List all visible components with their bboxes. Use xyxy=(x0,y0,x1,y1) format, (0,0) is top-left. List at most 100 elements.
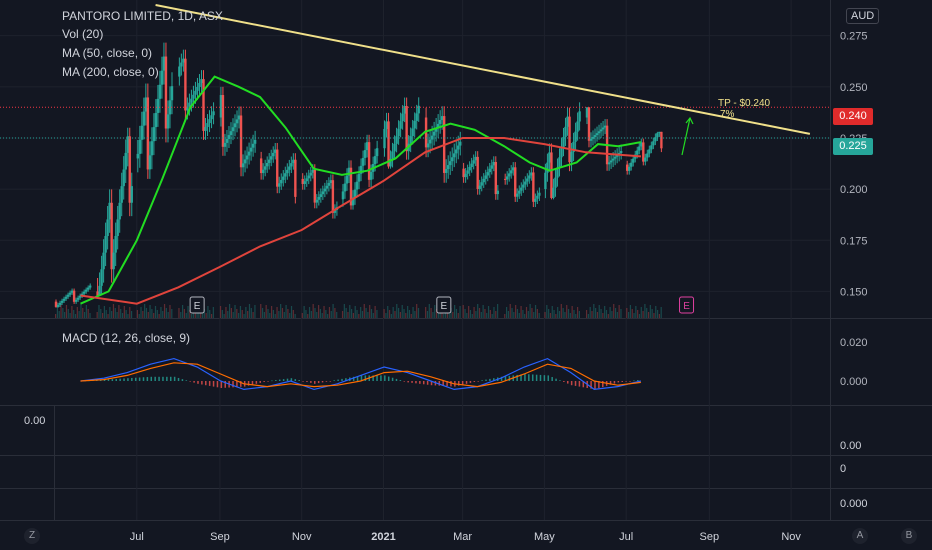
volume-bar xyxy=(562,308,564,318)
candle-body xyxy=(603,125,607,128)
volume-bar xyxy=(647,312,650,318)
volume-bar xyxy=(60,304,62,318)
volume-bar xyxy=(410,314,412,318)
candle-body xyxy=(385,121,388,129)
candle-body xyxy=(574,131,577,142)
volume-bar xyxy=(363,304,365,318)
volume-bar xyxy=(471,314,473,318)
volume-bar xyxy=(618,305,620,318)
macd-histogram-bar xyxy=(341,378,343,381)
auto-scale-button[interactable]: A xyxy=(852,528,868,544)
volume-bar xyxy=(314,308,316,318)
volume-bar xyxy=(620,309,622,318)
macd-histogram-bar xyxy=(356,376,359,381)
candle-body xyxy=(325,185,329,189)
candle-body xyxy=(62,298,66,301)
candle-body xyxy=(660,131,663,149)
candle-body xyxy=(106,219,109,237)
candle-body xyxy=(526,178,529,182)
candle-body xyxy=(457,145,460,150)
volume-bar xyxy=(569,313,571,318)
volume-bar xyxy=(655,306,657,318)
macd-histogram-bar xyxy=(625,381,627,382)
volume-bar xyxy=(524,314,526,318)
macd-histogram-bar xyxy=(314,381,316,384)
candle-body xyxy=(204,126,207,131)
candle-body xyxy=(198,83,201,87)
candle-body xyxy=(219,95,223,118)
macd-histogram-bar xyxy=(212,381,215,387)
candle-body xyxy=(70,290,74,293)
macd-histogram-bar xyxy=(193,381,195,383)
macd-histogram-bar xyxy=(154,376,156,381)
volume-bar xyxy=(82,308,84,318)
volume-bar xyxy=(158,314,160,318)
candle-body xyxy=(453,153,456,158)
candle-body xyxy=(82,291,86,294)
macd-histogram-bar xyxy=(150,376,153,381)
pane1-axis-value: 0.00 xyxy=(840,440,862,452)
candle-body xyxy=(444,169,448,173)
candle-body xyxy=(355,181,359,190)
candle-body xyxy=(572,141,575,152)
volume-bar xyxy=(602,313,604,318)
volume-bar xyxy=(428,304,430,318)
volume-bar xyxy=(123,306,125,318)
volume-bar xyxy=(365,308,367,318)
volume-bar xyxy=(407,306,409,318)
volume-bar xyxy=(376,310,378,318)
candle-body xyxy=(272,152,275,157)
macd-histogram-bar xyxy=(555,378,557,381)
candle-body xyxy=(194,90,197,95)
earnings-marker-label: E xyxy=(441,301,448,312)
volume-bar xyxy=(383,309,385,318)
volume-bar xyxy=(336,312,338,318)
candle-body xyxy=(317,196,321,200)
volume-bar xyxy=(548,309,550,318)
earnings-marker xyxy=(189,296,205,314)
macd-histogram-bar xyxy=(360,375,363,381)
candle-body xyxy=(508,173,511,177)
volume-bar xyxy=(230,308,232,318)
volume-bar xyxy=(267,309,269,318)
volume-bar xyxy=(538,313,540,318)
macd-histogram-bar xyxy=(633,380,635,382)
candle-body xyxy=(536,195,539,199)
volume-bar xyxy=(225,307,227,318)
macd-histogram-bar xyxy=(535,374,538,381)
macd-histogram-bar xyxy=(629,381,631,382)
volume-bar xyxy=(417,308,420,318)
settings-b-button[interactable]: B xyxy=(901,528,917,544)
candle-body xyxy=(274,149,277,153)
macd-histogram-bar xyxy=(232,381,234,388)
volume-bar xyxy=(529,304,531,318)
price-tick-label: 0.150 xyxy=(840,286,868,298)
volume-bar xyxy=(221,310,223,318)
volume-bar xyxy=(305,310,307,318)
candle-body xyxy=(68,292,72,295)
timezone-button[interactable]: Z xyxy=(24,528,40,544)
macd-histogram-bar xyxy=(637,380,639,381)
macd-histogram-bar xyxy=(259,381,262,383)
volume-bar xyxy=(73,310,75,318)
candle-body xyxy=(383,128,386,149)
candle-body xyxy=(615,154,619,157)
volume-bar xyxy=(78,311,80,318)
volume-bar xyxy=(58,311,60,318)
macd-histogram-bar xyxy=(271,380,273,382)
macd-histogram-bar xyxy=(543,375,546,381)
candle-body xyxy=(399,121,402,129)
volume-bar xyxy=(345,308,347,318)
volume-bar xyxy=(316,312,318,318)
volume-bar xyxy=(101,313,104,318)
volume-bar xyxy=(162,311,164,318)
candle-body xyxy=(516,193,519,197)
currency-button[interactable]: AUD xyxy=(846,8,880,24)
volume-bar xyxy=(546,305,548,318)
tp-arrow-head xyxy=(685,116,694,125)
macd-histogram-bar xyxy=(298,380,300,381)
candle-body xyxy=(280,179,283,184)
candle-body xyxy=(528,175,531,179)
